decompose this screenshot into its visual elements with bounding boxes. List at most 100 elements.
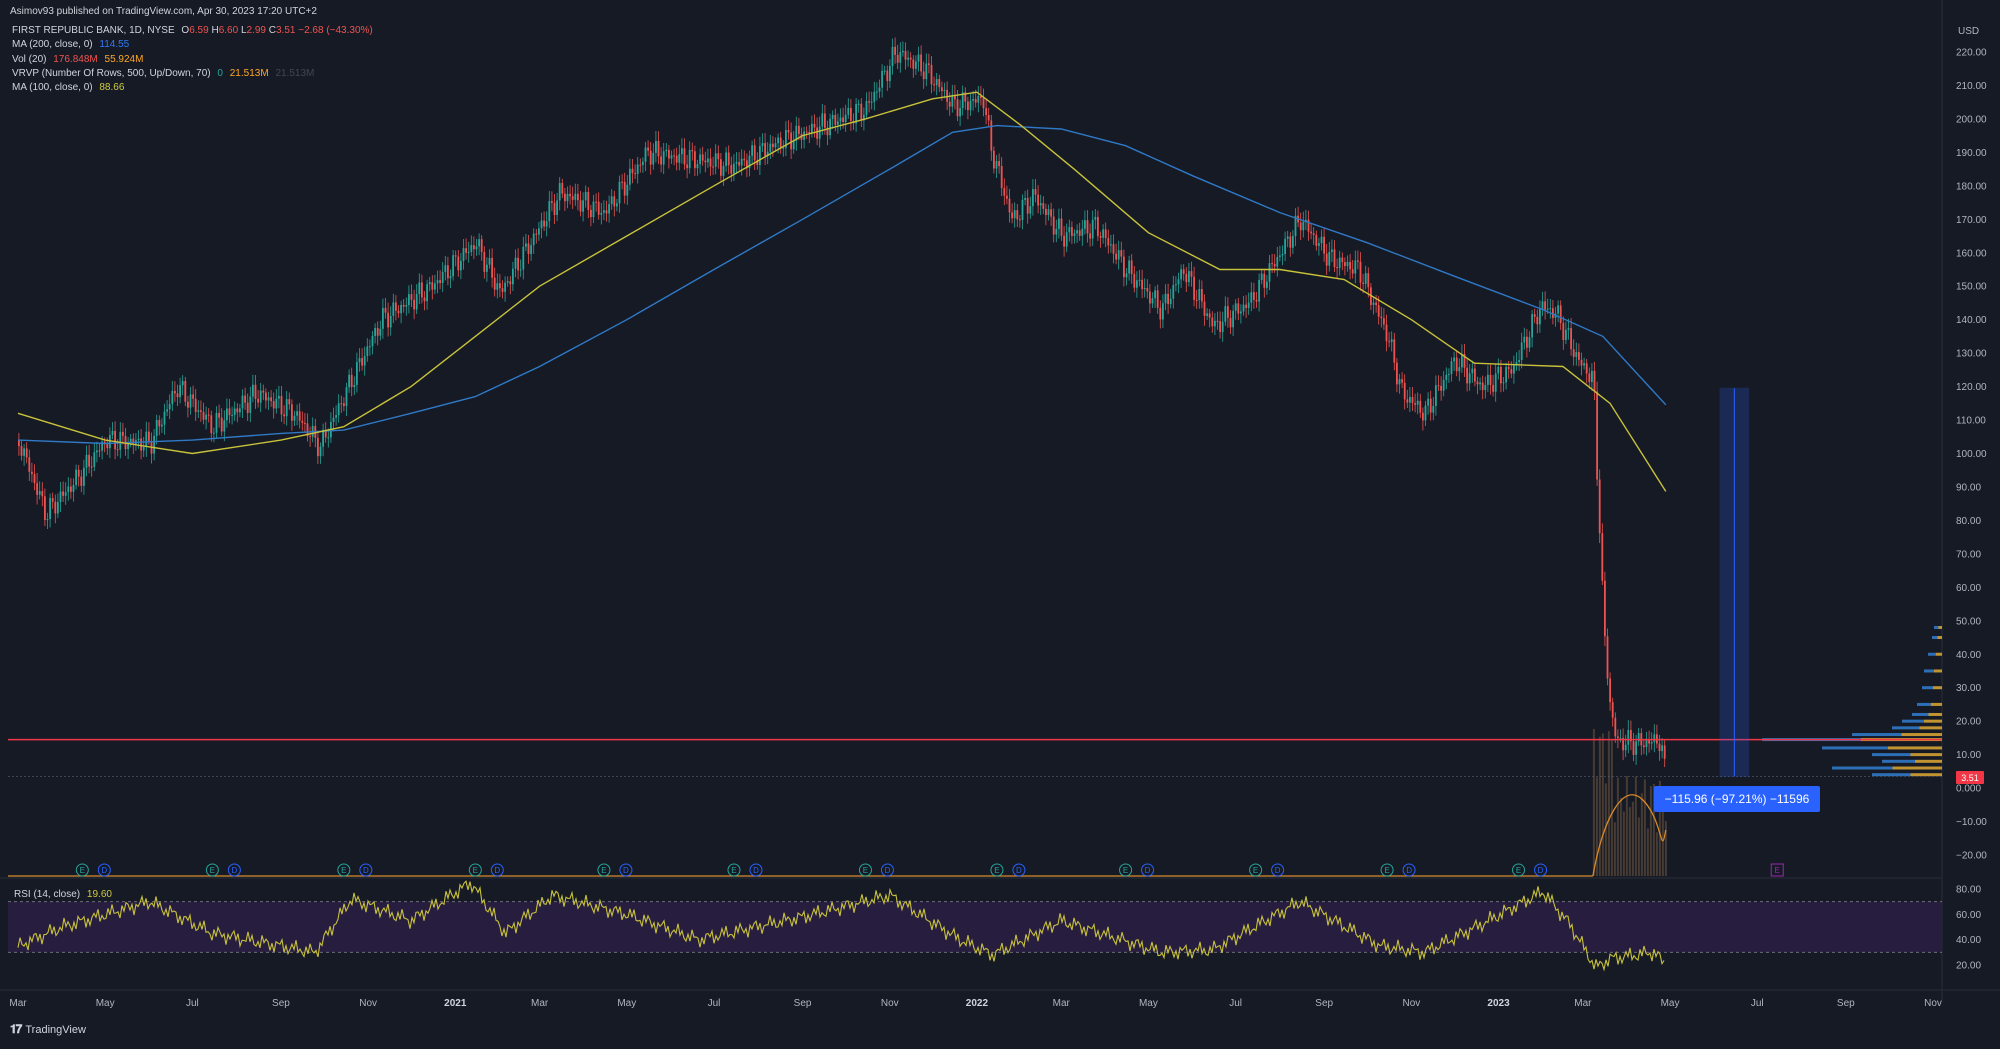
price-tick-label: 30.00 — [1956, 683, 1981, 694]
legend-vol-row[interactable]: Vol (20) 176.848M 55.924M — [12, 53, 373, 67]
legend-symbol-row[interactable]: FIRST REPUBLIC BANK, 1D, NYSE O6.59 H6.6… — [12, 24, 373, 38]
price-tick-label: −20.00 — [1956, 851, 1987, 862]
ohlc-high-label: H — [211, 25, 219, 36]
volume-profile-bar — [1882, 759, 1915, 763]
publisher-header: Asimov93 published on TradingView.com, A… — [10, 6, 317, 17]
candle-body — [452, 255, 454, 277]
price-tick-label: 110.00 — [1956, 416, 1986, 427]
legend-ma100-row[interactable]: MA (100, close, 0) 88.66 — [12, 81, 373, 95]
candle-body — [1349, 261, 1351, 270]
candle-body — [694, 151, 696, 169]
rsi-legend[interactable]: RSI (14, close) 19.60 — [14, 889, 112, 900]
candle-body — [860, 103, 863, 121]
footer-brand[interactable]: 𝟏𝟕 TradingView — [10, 1022, 86, 1037]
candle-body — [561, 183, 564, 194]
volume-profile-bar — [1924, 669, 1934, 673]
candle-body — [1562, 323, 1565, 341]
candle-body — [1315, 234, 1318, 246]
price-tick-label: 220.00 — [1956, 48, 1987, 59]
candle-body — [1346, 261, 1349, 267]
candle-body — [1580, 359, 1583, 366]
earnings-marker-glyph: E — [210, 866, 215, 875]
candle-body — [1216, 320, 1219, 322]
legend-vrvp-row[interactable]: VRVP (Number Of Rows, 500, Up/Down, 70) … — [12, 67, 373, 81]
volume-profile-bar — [1932, 636, 1938, 640]
candle-body — [1578, 352, 1580, 360]
candle-body — [44, 496, 46, 520]
candle-body — [626, 184, 629, 196]
candle-body — [1375, 302, 1377, 306]
time-tick-label: 2021 — [444, 998, 467, 1009]
candle-body — [1130, 260, 1133, 274]
candle-body — [1385, 324, 1388, 342]
candle-body — [566, 193, 569, 202]
candle-body — [1338, 257, 1341, 269]
candle-body — [51, 498, 54, 502]
candle-body — [465, 248, 467, 253]
candle-body — [20, 446, 23, 456]
candle-body — [278, 395, 280, 399]
time-tick-label: Mar — [1574, 998, 1592, 1009]
vrvp-value-1: 21.513M — [229, 67, 269, 79]
rsi-tick-label: 80.00 — [1956, 885, 1981, 896]
candle-body — [657, 141, 660, 157]
candle-body — [1133, 273, 1136, 288]
candle-body — [1154, 290, 1156, 299]
candle-body — [1125, 273, 1128, 278]
volume-bar — [1643, 779, 1646, 876]
time-tick-label: Sep — [794, 998, 812, 1009]
candle-body — [1169, 298, 1172, 305]
candle-body — [241, 395, 244, 409]
candle-body — [1052, 216, 1055, 235]
candle-body — [1518, 359, 1520, 363]
candle-body — [1271, 263, 1273, 265]
candle-body — [23, 448, 25, 456]
candle-body — [964, 92, 967, 102]
volume-profile-bar — [1912, 712, 1929, 716]
candle-body — [509, 281, 512, 285]
candle-body — [1201, 289, 1203, 302]
candle-body — [1388, 341, 1390, 343]
candle-body — [1474, 368, 1476, 382]
candle-body — [218, 412, 220, 418]
time-tick-label: Mar — [531, 998, 549, 1009]
ma100-value: 88.66 — [99, 82, 125, 94]
rsi-tick-label: 20.00 — [1956, 961, 1981, 972]
candle-body — [1344, 262, 1346, 267]
volume-profile-bar — [1892, 726, 1920, 730]
candle-body — [33, 474, 36, 484]
candle-body — [285, 399, 288, 417]
candle-body — [896, 54, 899, 63]
candle-body — [1411, 396, 1414, 404]
vol-value-2: 55.924M — [104, 53, 144, 65]
candle-body — [415, 294, 418, 310]
price-tick-label: 140.00 — [1956, 315, 1987, 326]
candle-body — [982, 98, 985, 109]
volume-profile-bar — [1922, 686, 1933, 690]
candle-body — [865, 101, 868, 115]
ma100-label: MA (100, close, 0) — [12, 82, 93, 94]
candle-body — [902, 50, 904, 53]
volume-bar — [1607, 731, 1610, 876]
dividend-marker-icon — [619, 863, 633, 877]
volume-profile-bar — [1930, 702, 1942, 706]
measure-label[interactable]: −115.96 (−97.21%) −11596 — [1654, 786, 1820, 812]
candle-body — [267, 397, 270, 401]
candle-body — [941, 87, 943, 92]
candle-body — [876, 91, 878, 93]
candle-body — [382, 307, 384, 329]
candle-body — [847, 107, 850, 115]
candle-body — [1572, 349, 1575, 357]
candle-body — [738, 162, 740, 166]
volume-bar — [1640, 793, 1643, 876]
candle-body — [824, 113, 826, 128]
candle-body — [1107, 238, 1110, 246]
candle-body — [519, 269, 522, 271]
candle-body — [1497, 366, 1500, 374]
candle-body — [1289, 236, 1292, 248]
earnings-marker-glyph: E — [473, 866, 478, 875]
legend-ma200-row[interactable]: MA (200, close, 0) 114.55 — [12, 38, 373, 52]
candle-body — [49, 498, 51, 519]
candle-body — [1604, 580, 1606, 637]
